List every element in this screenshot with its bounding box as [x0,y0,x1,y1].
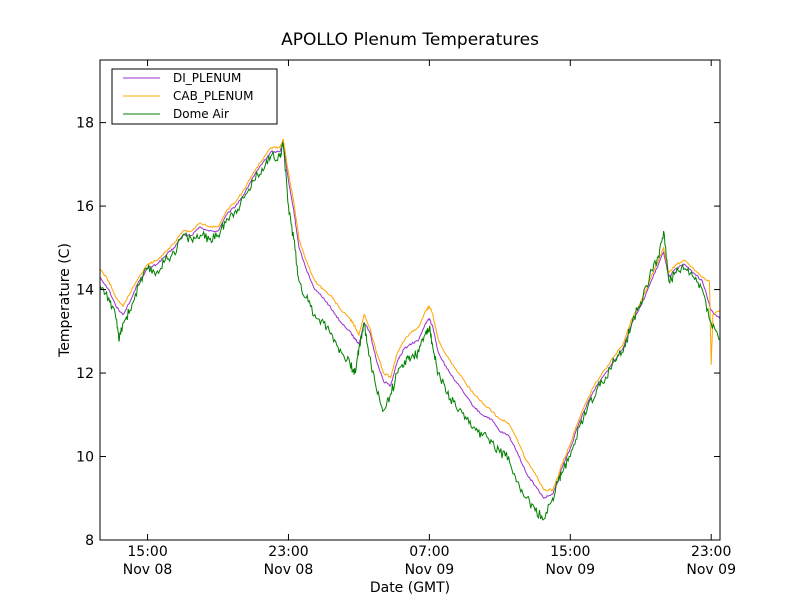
legend-label: DI_PLENUM [173,71,241,85]
y-tick-label: 12 [76,366,94,382]
y-axis-label: Temperature (C) [57,243,73,358]
legend-label: CAB_PLENUM [173,89,253,103]
y-tick-label: 14 [76,283,94,299]
legend: DI_PLENUM CAB_PLENUM Dome Air [111,68,278,125]
x-tick-label-time: 15:00 [127,544,167,560]
x-tick-label-date: Nov 09 [545,562,595,578]
series-line-dome-air [99,141,721,521]
x-tick-label-time: 15:00 [550,544,590,560]
chart-title: APOLLO Plenum Temperatures [281,30,539,50]
series-line-di-plenum [99,142,721,499]
y-tick-label: 18 [76,116,94,132]
x-tick-label-date: Nov 09 [405,562,455,578]
series-layer [99,138,721,521]
x-tick-label-time: 23:00 [268,544,308,560]
axes-layer: 8 10 12 14 16 18 15:00 Nov 08 23:00 Nov 08 07:00 No… [76,60,736,578]
y-tick-label: 10 [76,450,94,466]
series-line-cab-plenum [99,138,721,492]
y-tick-label: 16 [76,199,94,215]
legend-label: Dome Air [173,107,229,121]
x-tick-label-date: Nov 09 [686,562,736,578]
x-axis-label: Date (GMT) [370,580,450,596]
x-tick-label-date: Nov 08 [264,562,314,578]
x-tick-label-time: 07:00 [409,544,449,560]
y-tick-label: 8 [85,533,94,549]
x-tick-label-date: Nov 08 [123,562,173,578]
plot-frame [99,59,721,541]
x-tick-label-time: 23:00 [691,544,731,560]
